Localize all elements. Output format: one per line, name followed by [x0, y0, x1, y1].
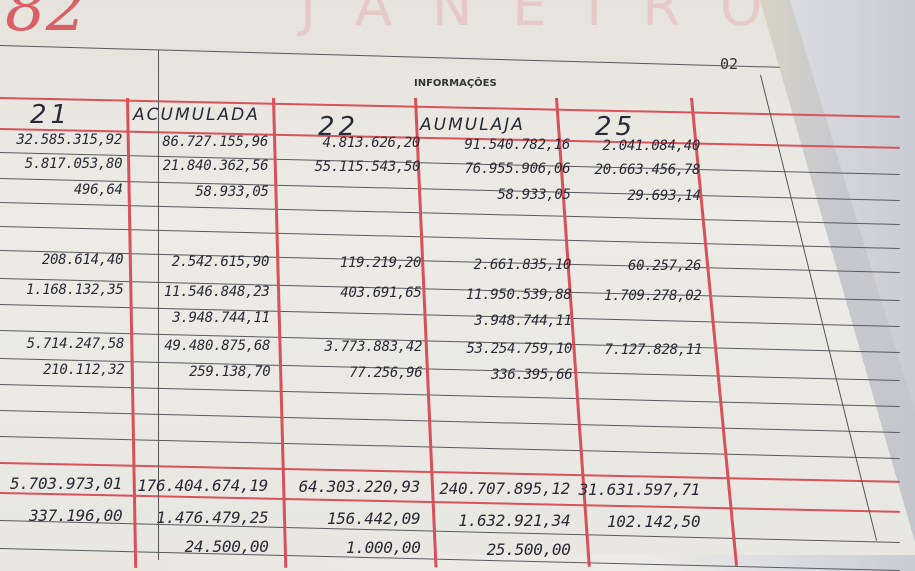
- ledger-cell: 5.714.247,58: [26, 336, 125, 352]
- ledger-cell: 496,64: [73, 182, 123, 198]
- ledger-cell: 259.138,70: [189, 363, 271, 380]
- ledger-cell: 21.840.362,56: [162, 157, 269, 174]
- ledger-cell: 3.948.744,11: [172, 309, 270, 326]
- ledger-page: [0, 0, 915, 555]
- ledger-cell: 1.168.132,35: [25, 282, 124, 298]
- ledger-cell: 20.663.456,78: [594, 162, 701, 178]
- total-cell: 176.404.674,19: [137, 475, 268, 495]
- ledger-cell: 2.542.615,90: [171, 253, 270, 270]
- ledger-cell: 3.948.744,11: [474, 312, 572, 329]
- ledger-cell: 76.955.906,06: [464, 160, 571, 177]
- column-header: 25: [595, 112, 637, 142]
- ledger-cell: 11.546.848,23: [163, 283, 270, 300]
- ledger-cell: 5.817.053,80: [24, 156, 123, 172]
- total-cell: 102.142,50: [606, 512, 701, 531]
- total-cell: 156.442,09: [326, 509, 421, 528]
- ledger-cell: 91.540.782,16: [464, 136, 570, 153]
- ledger-cell: 53.254.759,10: [466, 340, 573, 357]
- ledger-cell: 55.115.543,50: [314, 159, 421, 175]
- page-number: 02: [720, 55, 739, 73]
- total-cell: 337.196,00: [28, 506, 123, 525]
- column-header: 22: [318, 112, 360, 142]
- ledger-cell: 60.257,26: [628, 258, 702, 274]
- total-cell: 1.000,00: [345, 538, 421, 557]
- ledger-cell: 210.112,32: [43, 362, 125, 378]
- column-line: [158, 50, 159, 560]
- ledger-cell: 4.813.626,20: [322, 135, 420, 151]
- total-cell: 1.476.479,25: [156, 507, 269, 527]
- faded-stamp: JANEIRO: [300, 0, 803, 38]
- ledger-cell: 2.661.835,10: [473, 256, 572, 273]
- total-cell: 25.500,00: [486, 539, 571, 559]
- total-cell: 240.707.895,12: [439, 478, 570, 498]
- ledger-cell: 7.127.828,11: [604, 342, 703, 358]
- total-cell: 24.500,00: [184, 536, 269, 556]
- ledger-cell: 32.585.315,92: [16, 132, 122, 148]
- column-header: ACUMULADA: [133, 105, 260, 125]
- total-cell: 5.703.973,01: [10, 474, 122, 493]
- column-header: 21: [30, 100, 72, 130]
- ledger-cell: 336.395,66: [491, 366, 573, 383]
- ledger-cell: 29.693,14: [627, 188, 701, 204]
- ledger-cell: 208.614,40: [41, 252, 124, 268]
- total-cell: 64.303.220,93: [298, 477, 421, 496]
- ledger-cell: 58.933,05: [195, 183, 269, 200]
- ledger-cell: 77.256,96: [349, 365, 423, 381]
- total-cell: 31.631.597,71: [578, 480, 701, 499]
- stamp-number: 82: [5, 0, 87, 46]
- ledger-cell: 2.041.084,40: [602, 138, 700, 154]
- ledger-cell: 1.709.278,02: [603, 288, 702, 304]
- total-cell: 1.632.921,34: [458, 510, 571, 530]
- ledger-cell: 58.933,05: [497, 186, 571, 203]
- ledger-cell: 403.691,65: [340, 285, 422, 301]
- ledger-cell: 86.727.155,96: [162, 133, 268, 150]
- ledger-cell: 49.480.875,68: [164, 337, 271, 354]
- ledger-cell: 119.219,20: [339, 255, 422, 271]
- column-header: AUMULAJA: [420, 115, 525, 135]
- section-title: INFORMAÇÕES: [414, 78, 497, 89]
- ledger-cell: 3.773.883,42: [324, 339, 423, 355]
- ledger-cell: 11.950.539,88: [465, 286, 572, 303]
